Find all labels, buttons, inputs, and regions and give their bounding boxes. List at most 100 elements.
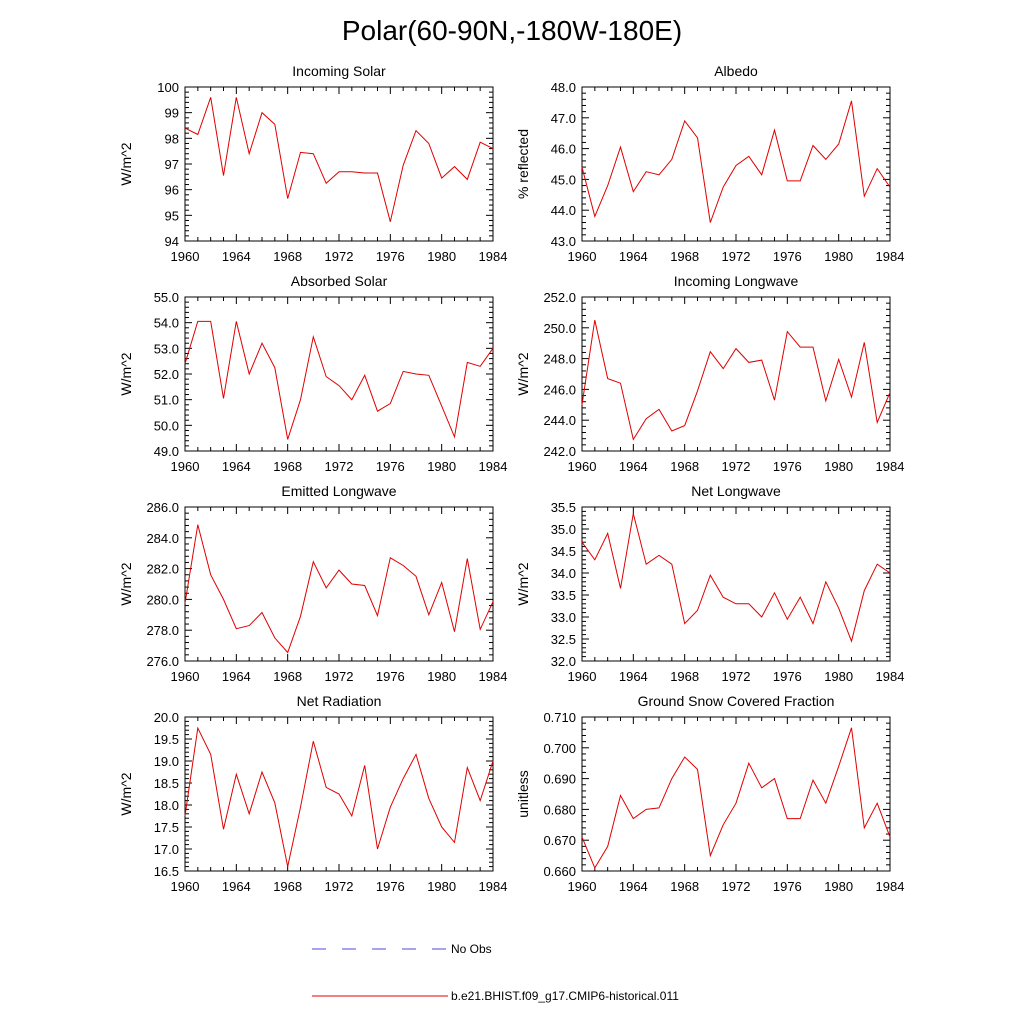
x-tick-label: 1976 [773, 459, 802, 474]
x-tick-label: 1980 [427, 459, 456, 474]
y-tick-label: 18.5 [154, 776, 179, 791]
x-tick-label: 1972 [722, 459, 751, 474]
y-tick-label: 278.0 [146, 623, 179, 638]
panel-6: 1960 1964 1968 1972 1976 1980 1984 32.0 32.5 33.0… [515, 483, 904, 684]
legend: No Obs b.e21.BHIST.f09_g17.CMIP6-historic… [312, 942, 679, 1003]
panel-title: Incoming Longwave [674, 273, 799, 289]
x-tick-label: 1960 [568, 249, 597, 264]
x-tick-label: 1964 [619, 459, 648, 474]
y-tick-label: 244.0 [543, 413, 576, 428]
x-tick-label: 1976 [376, 459, 405, 474]
y-tick-label: 20.0 [154, 710, 179, 725]
x-tick-label: 1968 [273, 879, 302, 894]
y-axis-label: W/m^2 [118, 772, 134, 815]
x-tick-label: 1972 [722, 249, 751, 264]
y-tick-label: 48.0 [551, 80, 576, 95]
x-tick-label: 1960 [568, 879, 597, 894]
legend-label-2: b.e21.BHIST.f09_g17.CMIP6-historical.011 [451, 989, 679, 1003]
x-tick-label: 1972 [325, 459, 354, 474]
y-tick-label: 43.0 [551, 234, 576, 249]
y-tick-label: 45.0 [551, 172, 576, 187]
y-tick-label: 246.0 [543, 382, 576, 397]
y-tick-label: 50.0 [154, 418, 179, 433]
y-tick-label: 284.0 [146, 531, 179, 546]
y-axis-label: W/m^2 [515, 352, 531, 395]
y-tick-label: 35.5 [551, 500, 576, 515]
x-tick-label: 1972 [722, 879, 751, 894]
y-tick-label: 276.0 [146, 654, 179, 669]
y-tick-label: 0.710 [543, 710, 576, 725]
x-tick-label: 1972 [325, 669, 354, 684]
y-axis-label: W/m^2 [118, 562, 134, 605]
series-line [184, 524, 494, 654]
series-line [184, 320, 494, 440]
y-tick-label: 32.5 [551, 632, 576, 647]
y-tick-label: 47.0 [551, 111, 576, 126]
series-line [581, 513, 891, 643]
plot-frame [581, 716, 891, 872]
y-tick-label: 286.0 [146, 500, 179, 515]
x-tick-label: 1984 [876, 459, 905, 474]
panel-title: Net Radiation [297, 693, 382, 709]
x-tick-label: 1984 [479, 459, 508, 474]
x-tick-label: 1968 [273, 669, 302, 684]
series-line [581, 319, 891, 441]
x-tick-label: 1960 [171, 879, 200, 894]
x-tick-label: 1964 [619, 669, 648, 684]
y-tick-label: 252.0 [543, 290, 576, 305]
x-tick-label: 1984 [479, 669, 508, 684]
x-tick-label: 1964 [222, 249, 251, 264]
plot-frame [184, 86, 494, 242]
y-tick-label: 95 [165, 208, 179, 223]
y-tick-label: 34.0 [551, 566, 576, 581]
y-tick-label: 100 [157, 80, 179, 95]
series-line [581, 100, 891, 223]
x-tick-label: 1968 [273, 249, 302, 264]
panel-3: 1960 1964 1968 1972 1976 1980 1984 49.0 50.0 51.0… [118, 273, 507, 474]
y-tick-label: 250.0 [543, 321, 576, 336]
panel-title: Albedo [714, 63, 758, 79]
x-tick-label: 1976 [773, 669, 802, 684]
y-tick-label: 98 [165, 131, 179, 146]
x-tick-label: 1976 [773, 249, 802, 264]
x-tick-label: 1972 [325, 249, 354, 264]
x-tick-label: 1964 [619, 249, 648, 264]
plot-frame [581, 506, 891, 662]
y-axis-label: W/m^2 [515, 562, 531, 605]
y-tick-label: 280.0 [146, 592, 179, 607]
x-tick-label: 1980 [427, 879, 456, 894]
panel-title: Emitted Longwave [281, 483, 396, 499]
y-tick-label: 248.0 [543, 352, 576, 367]
x-tick-label: 1976 [773, 879, 802, 894]
panel-4: 1960 1964 1968 1972 1976 1980 1984 242.0 244.0 24… [515, 273, 904, 474]
x-tick-label: 1976 [376, 249, 405, 264]
y-tick-label: 17.0 [154, 842, 179, 857]
x-tick-label: 1964 [222, 879, 251, 894]
panel-title: Absorbed Solar [291, 273, 388, 289]
y-tick-label: 99 [165, 106, 179, 121]
x-tick-label: 1984 [876, 879, 905, 894]
y-tick-label: 35.0 [551, 522, 576, 537]
y-tick-label: 53.0 [154, 341, 179, 356]
x-tick-label: 1968 [670, 879, 699, 894]
y-tick-label: 44.0 [551, 203, 576, 218]
x-tick-label: 1960 [171, 249, 200, 264]
y-axis-label: W/m^2 [118, 142, 134, 185]
y-tick-label: 33.0 [551, 610, 576, 625]
y-axis-label: % reflected [515, 129, 531, 199]
y-tick-label: 0.660 [543, 864, 576, 879]
y-tick-label: 54.0 [154, 316, 179, 331]
y-axis-label: unitless [515, 770, 531, 817]
y-tick-label: 55.0 [154, 290, 179, 305]
panel-7: 1960 1964 1968 1972 1976 1980 1984 16.5 17.0 17.5… [118, 693, 507, 894]
plot-frame [184, 506, 494, 662]
y-tick-label: 19.5 [154, 732, 179, 747]
y-tick-label: 242.0 [543, 444, 576, 459]
x-tick-label: 1968 [670, 669, 699, 684]
x-tick-label: 1968 [670, 459, 699, 474]
x-tick-label: 1980 [824, 249, 853, 264]
plot-frame [581, 86, 891, 242]
y-tick-label: 0.680 [543, 802, 576, 817]
x-tick-label: 1980 [824, 879, 853, 894]
x-tick-label: 1984 [876, 249, 905, 264]
